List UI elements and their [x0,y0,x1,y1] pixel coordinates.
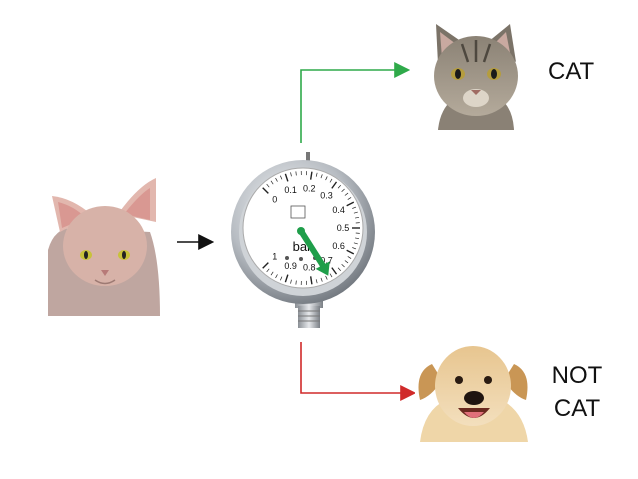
gauge-tick-label: 0.2 [303,183,316,193]
gauge-minor-tick [295,280,297,285]
not-cat-label: NOT CAT [546,359,608,425]
gauge-minor-tick [290,172,292,177]
gauge-minor-tick [341,264,345,268]
gauge-tick-label: 0.9 [284,261,297,271]
gauge-minor-tick [275,177,278,182]
cat-output-arrow [300,62,411,143]
pressure-gauge: 00.1 0.20.30.40.50.60.70.80.91 bar [231,152,375,328]
not-cat-label-line2: CAT [553,395,601,423]
gauge-tick-label: 0.5 [337,223,350,233]
gauge-major-tick [346,249,355,255]
gauge-minor-tick [325,176,328,181]
gauge-minor-tick [315,172,318,177]
gauge-major-tick [331,267,338,275]
gauge-minor-tick [353,211,358,214]
gauge-needle [298,228,326,269]
gauge-major-tick [346,201,355,207]
gauge-logo-mark [290,205,306,219]
gauge-minor-tick [266,268,270,273]
gauge-minor-tick [347,256,352,259]
gauge-minor-tick [352,247,357,250]
gauge-tick-label: 0.6 [332,241,345,251]
gauge-minor-tick [270,271,274,276]
gauge-minor-tick [344,192,349,196]
gauge-minor-tick [315,279,318,284]
gauge-major-tick [331,181,338,189]
gauge-minor-tick [325,275,328,280]
gauge-tick-label: 0.8 [303,263,316,273]
gauge-tick-label: 0.4 [332,205,345,215]
gauge-minor-tick [320,277,323,282]
gauge-minor-tick [352,206,357,209]
gauge-minor-tick [329,273,333,278]
gauge-minor-tick [280,276,283,281]
gauge-minor-tick [290,279,292,284]
gauge-minor-tick [320,174,323,179]
gauge-minor-tick [354,237,360,240]
gauge-tick-label: 0.7 [320,255,333,265]
gauge-minor-tick [329,178,333,183]
gauge-minor-tick [337,267,341,271]
gauge-tick-label: 1 [272,251,277,261]
tabby-cat-image [434,24,518,130]
gauge-minor-tick [341,188,345,192]
gauge-minor-tick [266,183,270,188]
gauge-minor-tick [337,185,341,189]
gauge-major-tick [284,173,289,182]
golden-dog-image [415,346,531,442]
gauge-ticks: 0 0.1 0.2 0.3 0.4 0.5 0.6 0.7 0.8 0.9 1 [262,171,360,285]
gauge-major-tick [309,276,313,285]
gauge-minor-tick [275,274,278,279]
gauge-minor-tick [295,171,297,176]
gauge-tick-label: 0 [272,195,277,205]
gauge-major-tick [284,274,289,283]
gauge-tick-label: 0.1 [284,185,297,195]
gauge-minor-tick [354,216,360,219]
gauge-major-tick [309,171,313,180]
sphynx-cat-image [48,178,160,316]
gauge-needle-head [315,261,330,276]
gauge-minor-tick [280,175,283,180]
gauge-minor-tick [270,180,274,185]
gauge-tick-label: 0.3 [320,191,333,201]
gauge-minor-tick [353,242,358,245]
gauge-minor-tick [347,197,352,200]
gauge-major-tick [262,262,269,269]
gauge-needle-hub [297,227,305,235]
cat-label: CAT [548,58,595,85]
not-cat-output-arrow [300,342,417,401]
gauge-minor-tick [344,260,349,264]
gauge-major-tick [262,187,269,194]
not-cat-label-line1: NOT [551,362,603,389]
